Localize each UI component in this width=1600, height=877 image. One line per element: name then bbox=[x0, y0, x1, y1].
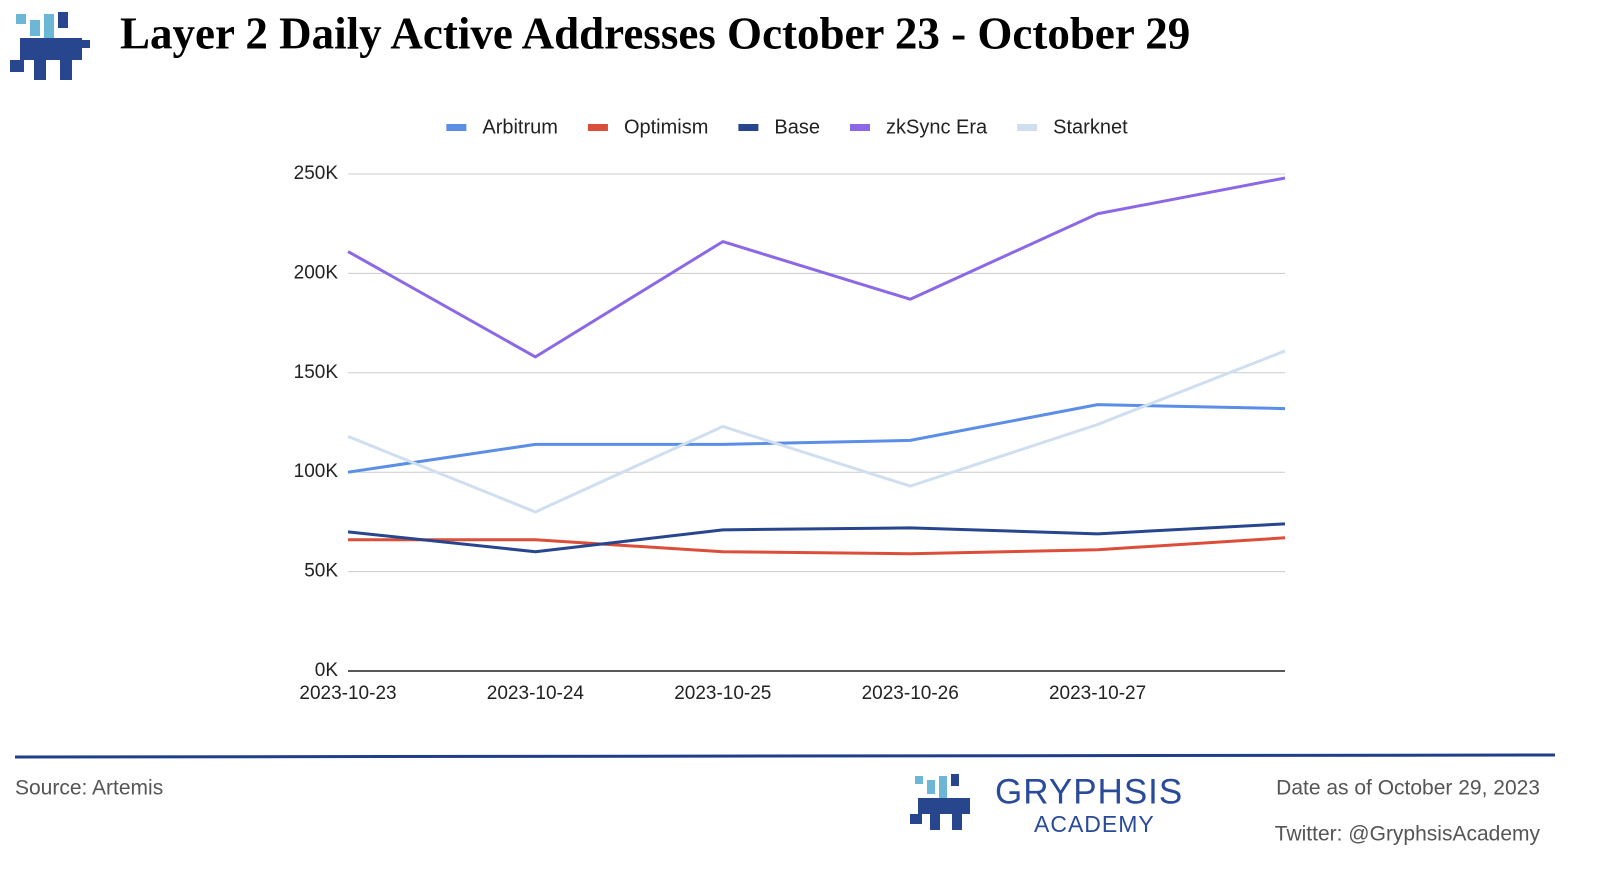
y-tick-label: 250K bbox=[294, 163, 339, 184]
brand-sub: ACADEMY bbox=[1034, 811, 1155, 837]
x-tick-label: 2023-10-24 bbox=[487, 683, 585, 704]
y-tick-label: 50K bbox=[304, 561, 338, 582]
series-line bbox=[347, 176, 1286, 359]
legend-label: Arbitrum bbox=[482, 116, 558, 138]
x-tick-label: 2023-10-23 bbox=[299, 683, 396, 704]
chart-title: Layer 2 Daily Active Addresses October 2… bbox=[120, 8, 1190, 58]
y-tick-label: 200K bbox=[294, 262, 339, 283]
logo bbox=[10, 12, 90, 80]
x-tick-label: 2023-10-26 bbox=[862, 683, 959, 704]
x-tick-label: 2023-10-25 bbox=[674, 683, 771, 704]
divider bbox=[14, 753, 1556, 759]
legend-label: Base bbox=[774, 116, 820, 138]
legend-swatch bbox=[738, 124, 759, 131]
twitter: Twitter: @GryphsisAcademy bbox=[1275, 823, 1541, 846]
series-line bbox=[347, 403, 1286, 474]
y-tick-label: 100K bbox=[294, 461, 339, 482]
y-tick-label: 150K bbox=[294, 362, 339, 383]
legend-label: Optimism bbox=[624, 116, 708, 138]
legend-label: zkSync Era bbox=[886, 116, 988, 138]
legend-swatch bbox=[446, 124, 467, 131]
series-line bbox=[348, 536, 1286, 556]
y-tick-label: 0K bbox=[315, 660, 339, 681]
date-note: Date as of October 29, 2023 bbox=[1276, 777, 1540, 800]
x-tick-label: 2023-10-27 bbox=[1049, 683, 1146, 704]
legend-swatch bbox=[1017, 124, 1038, 131]
brand-logo bbox=[910, 774, 970, 830]
series-line bbox=[347, 349, 1286, 514]
series-line bbox=[347, 522, 1286, 554]
legend-swatch bbox=[849, 124, 870, 131]
brand: GRYPHSIS bbox=[995, 772, 1183, 811]
legend-label: Starknet bbox=[1053, 116, 1128, 138]
legend-swatch bbox=[587, 124, 608, 131]
source: Source: Artemis bbox=[15, 777, 163, 800]
